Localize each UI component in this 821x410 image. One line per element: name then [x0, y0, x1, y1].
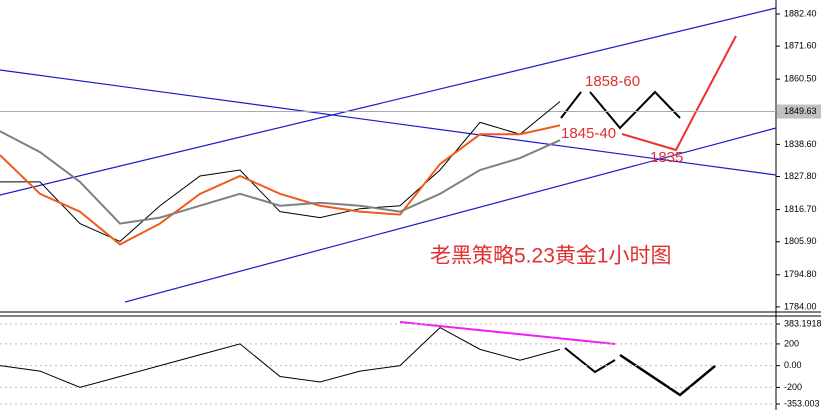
y-tick-label: 1838.60: [784, 139, 817, 149]
arrow: [564, 347, 616, 374]
y-tick-label: 1816.70: [784, 204, 817, 214]
price-label: 1849.63: [784, 106, 817, 116]
annotation: 1835: [650, 149, 683, 166]
divergence-line: [399, 321, 616, 345]
y-tick-label: 1882.40: [784, 8, 817, 18]
channel-line: [0, 7, 777, 196]
series-line: [0, 101, 561, 243]
annotation: 1858-60: [585, 73, 640, 90]
y-tick-label: 1794.80: [784, 269, 817, 279]
trend-line: [0, 69, 777, 176]
annotation: 1845-40: [561, 125, 616, 142]
y-tick-label: -353.003: [784, 398, 820, 408]
y-tick-label: 1860.50: [784, 74, 817, 84]
y-tick-label: 383.1918: [784, 318, 821, 328]
series-line: [0, 130, 561, 225]
series-line: [0, 124, 561, 246]
y-tick-label: 0.00: [784, 360, 802, 370]
y-tick-label: 1827.80: [784, 171, 817, 181]
price-box: [777, 104, 821, 119]
y-tick-label: 1871.60: [784, 41, 817, 51]
arrow: [619, 353, 716, 397]
arrow: [589, 90, 681, 130]
y-tick-label: 1784.00: [784, 301, 817, 311]
chart-title: 老黑策略5.23黄金1小时图: [430, 245, 672, 268]
y-tick-label: 200: [784, 338, 799, 348]
y-tick-label: 1805.90: [784, 236, 817, 246]
y-tick-label: -200: [784, 382, 802, 392]
series-line: [0, 326, 561, 388]
arrow: [621, 35, 737, 152]
arrow: [560, 91, 582, 119]
channel-line: [124, 127, 777, 303]
